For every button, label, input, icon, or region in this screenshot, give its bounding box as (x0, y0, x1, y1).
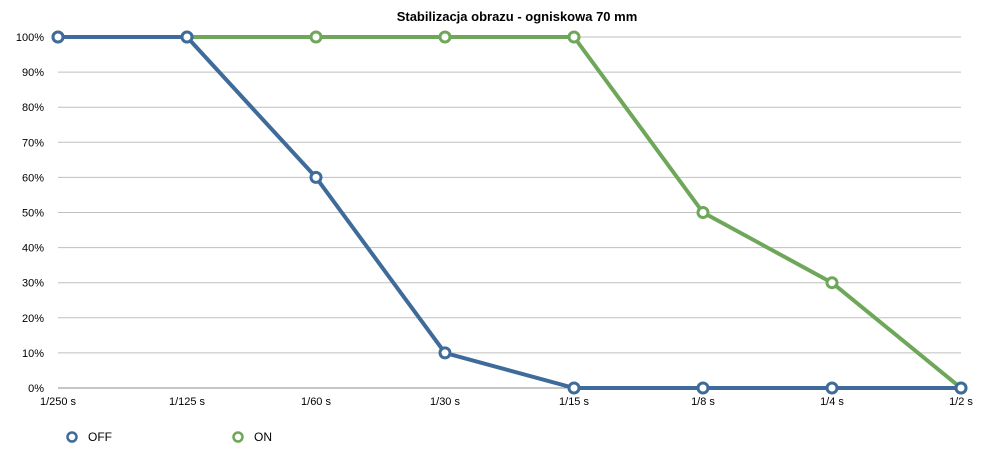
data-point-off (438, 346, 452, 360)
data-point-on (567, 30, 581, 44)
series-off (51, 30, 968, 395)
y-tick-label: 10% (22, 348, 44, 360)
series-line-off (56, 35, 963, 390)
data-point-off (180, 30, 194, 44)
x-tick-label: 1/60 s (301, 396, 331, 408)
x-tick-label: 1/8 s (691, 396, 715, 408)
data-point-off (309, 170, 323, 184)
y-tick-label: 80% (22, 102, 44, 114)
y-tick-label: 20% (22, 313, 44, 325)
legend-label-on: ON (254, 430, 272, 444)
x-tick-label: 1/30 s (430, 396, 460, 408)
y-tick-label: 90% (22, 67, 44, 79)
legend-marker-on (232, 431, 244, 443)
y-tick-label: 70% (22, 137, 44, 149)
chart-title: Stabilizacja obrazu - ogniskowa 70 mm (397, 9, 638, 24)
data-point-on (825, 276, 839, 290)
legend-marker-off (66, 431, 78, 443)
series-lines (51, 30, 968, 395)
data-point-on (696, 206, 710, 219)
y-tick-label: 50% (22, 208, 44, 220)
y-tick-label: 60% (22, 172, 44, 184)
data-point-off (954, 381, 968, 395)
x-axis-ticks: 1/250 s 1/125 s 1/60 s 1/30 s 1/15 s 1/8 s 1/4… (40, 396, 973, 408)
legend: OFF ON (66, 430, 272, 444)
x-tick-label: 1/125 s (169, 396, 206, 408)
data-point-on (438, 30, 452, 44)
gridlines (58, 36, 961, 389)
series-line-on (56, 35, 963, 390)
legend-item-on: ON (232, 430, 272, 444)
data-point-on (309, 30, 323, 44)
data-point-off (567, 381, 581, 395)
x-tick-label: 1/2 s (949, 396, 973, 408)
y-tick-label: 0% (28, 383, 44, 395)
legend-label-off: OFF (88, 430, 112, 444)
data-point-off (51, 30, 65, 44)
data-point-off (696, 381, 710, 395)
y-tick-label: 30% (22, 278, 44, 290)
y-tick-label: 40% (22, 243, 44, 255)
x-tick-label: 1/15 s (559, 396, 589, 408)
y-tick-label: 100% (16, 32, 44, 44)
legend-item-off: OFF (66, 430, 112, 444)
y-axis-ticks: 0% 10% 20% 30% 40% 50% 60% 70% 80% 90% 100% (16, 32, 44, 395)
x-tick-label: 1/250 s (40, 396, 77, 408)
x-tick-label: 1/4 s (820, 396, 844, 408)
data-point-off (825, 381, 839, 395)
